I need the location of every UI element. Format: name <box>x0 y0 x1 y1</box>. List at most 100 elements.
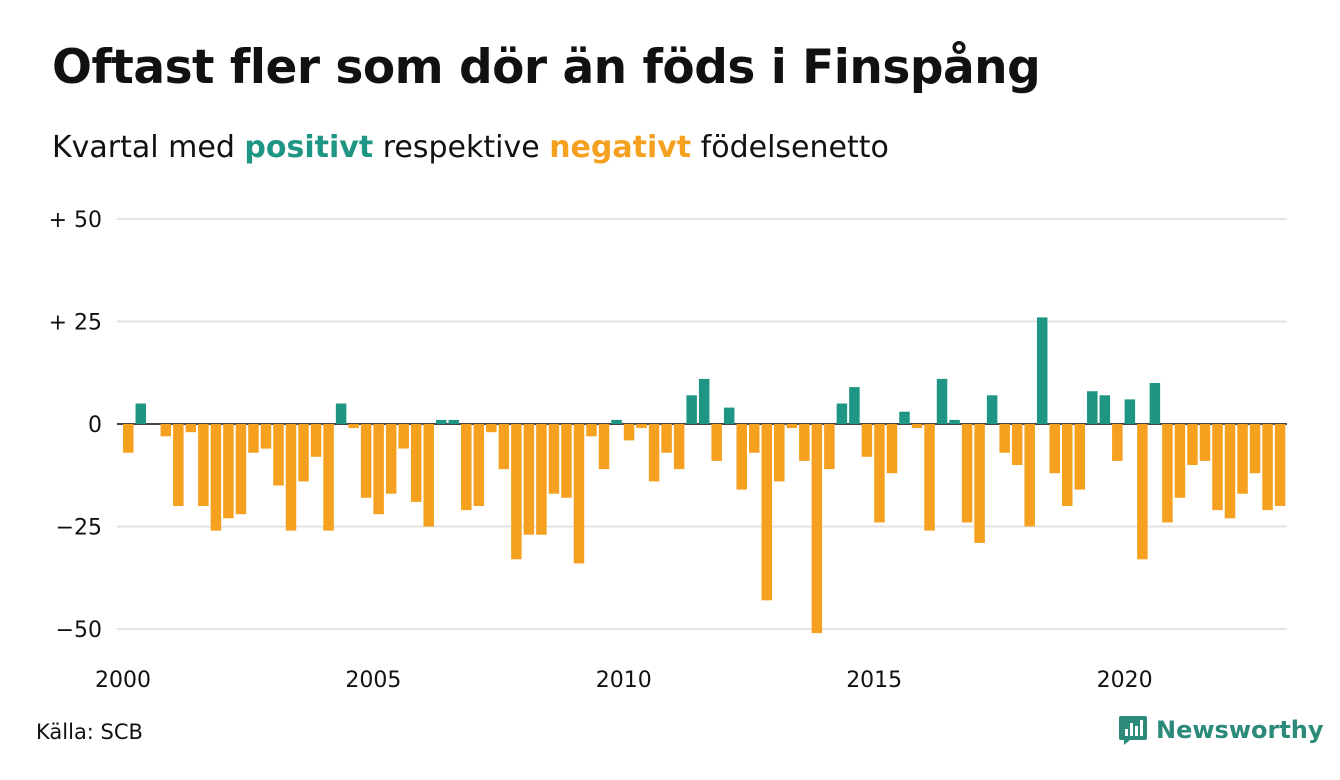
bar <box>185 424 197 433</box>
bar <box>1274 424 1286 506</box>
bar <box>573 424 585 564</box>
bar <box>523 424 535 535</box>
newsworthy-logo-icon <box>1119 716 1147 745</box>
bar <box>1112 424 1123 461</box>
y-axis-labels: + 50 + 25 0 −25 −50 <box>49 208 102 643</box>
chart-title: Oftast fler som dör än föds i Finspång <box>52 40 1041 95</box>
bar <box>1049 424 1060 474</box>
subtitle-negative: negativt <box>549 130 692 165</box>
bar <box>1024 424 1035 527</box>
bar <box>223 424 234 519</box>
y-tick-label: + 25 <box>49 311 102 336</box>
y-tick-label: −50 <box>56 618 102 643</box>
bar <box>598 424 610 470</box>
bar <box>786 424 798 429</box>
bar <box>636 424 647 429</box>
bar <box>586 424 597 437</box>
bar <box>648 424 660 482</box>
bar <box>874 424 885 523</box>
bar <box>235 424 247 515</box>
subtitle-positive: positivt <box>244 130 374 165</box>
bar <box>198 424 209 506</box>
bar <box>210 424 222 531</box>
bar <box>373 424 384 515</box>
bar <box>436 419 447 424</box>
bar <box>285 424 297 531</box>
bar <box>160 424 172 437</box>
brand-logo: Newsworthy <box>1118 714 1324 746</box>
bar <box>761 424 773 601</box>
bar <box>811 424 823 634</box>
x-axis-labels: 2000 2005 2010 2015 2020 <box>95 668 1153 693</box>
bar <box>961 424 973 523</box>
subtitle-text: Kvartal med <box>52 130 245 165</box>
bar <box>974 424 985 543</box>
bar <box>461 424 472 511</box>
bar <box>1262 424 1273 511</box>
subtitle-text: respektive <box>373 130 550 165</box>
source-note: Källa: SCB <box>36 720 143 744</box>
x-tick-label: 2005 <box>345 668 401 693</box>
bar <box>1199 424 1211 461</box>
bar <box>1062 424 1073 506</box>
bars <box>123 317 1286 634</box>
bar <box>273 424 284 486</box>
bar <box>611 419 622 424</box>
bar <box>410 424 422 502</box>
bar <box>398 424 409 449</box>
x-tick-label: 2010 <box>596 668 652 693</box>
bar <box>936 378 948 424</box>
y-tick-label: −25 <box>56 516 102 541</box>
bar <box>774 424 785 482</box>
bar <box>911 424 923 429</box>
bar <box>360 424 372 498</box>
bar <box>886 424 898 474</box>
bar <box>711 424 722 461</box>
bar <box>1036 317 1048 424</box>
bar <box>1212 424 1223 511</box>
bar <box>824 424 835 470</box>
bar <box>749 424 760 453</box>
bar <box>548 424 560 494</box>
bar <box>498 424 510 470</box>
bar <box>899 411 910 424</box>
bar <box>423 424 434 527</box>
bar <box>348 424 359 429</box>
bar <box>1237 424 1248 494</box>
bar <box>486 424 497 433</box>
bar <box>999 424 1010 453</box>
bar <box>260 424 272 449</box>
bar <box>173 424 184 506</box>
bar <box>623 424 635 441</box>
brand-name: Newsworthy <box>1156 716 1324 744</box>
bar <box>673 424 685 470</box>
bar <box>335 403 347 424</box>
x-tick-label: 2020 <box>1097 668 1153 693</box>
bar <box>1224 424 1236 519</box>
bar <box>298 424 309 482</box>
bar <box>123 424 134 453</box>
bar <box>1087 391 1098 424</box>
bar <box>661 424 672 453</box>
bar <box>1249 424 1261 474</box>
bar <box>736 424 747 490</box>
bar <box>561 424 572 498</box>
bar <box>1011 424 1023 465</box>
bar <box>473 424 485 506</box>
bar <box>1137 424 1148 560</box>
bar <box>385 424 397 494</box>
bar <box>686 395 697 424</box>
bar-chart: + 50 + 25 0 −25 −50 2000 2005 2010 2015 2020 <box>49 208 1287 693</box>
bar <box>448 419 460 424</box>
subtitle-text: födelsenetto <box>691 130 889 165</box>
x-tick-label: 2015 <box>846 668 902 693</box>
bar <box>799 424 810 461</box>
bar <box>1187 424 1198 465</box>
bar <box>723 407 735 424</box>
y-tick-label: 0 <box>88 413 102 438</box>
bar <box>310 424 322 457</box>
bar <box>536 424 547 535</box>
bar <box>1162 424 1173 523</box>
bar <box>836 403 848 424</box>
bar <box>861 424 873 457</box>
